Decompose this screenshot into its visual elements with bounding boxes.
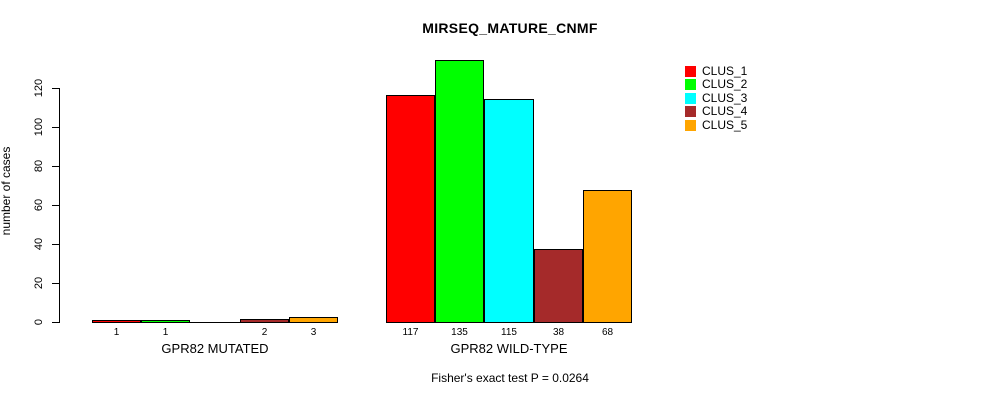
bar-value-label: 2 xyxy=(261,327,268,338)
bar-value-label: 1 xyxy=(162,327,169,338)
y-tick xyxy=(52,322,59,323)
y-tick xyxy=(52,205,59,206)
y-tick xyxy=(52,244,59,245)
legend-label: CLUS_4 xyxy=(702,104,748,118)
bar-zero-CLUS_3 xyxy=(190,322,240,323)
bar-CLUS_4 xyxy=(240,319,289,323)
legend-label: CLUS_2 xyxy=(702,77,748,91)
bar-value-label: 68 xyxy=(601,327,614,338)
bar-CLUS_3 xyxy=(484,99,534,323)
bar-value-label: 38 xyxy=(552,327,565,338)
y-tick-label: 40 xyxy=(33,237,45,251)
annotation-text: Fisher's exact test P = 0.0264 xyxy=(431,371,589,385)
group-label: GPR82 MUTATED xyxy=(161,341,269,356)
legend-swatch-CLUS_4 xyxy=(685,106,696,117)
y-tick xyxy=(52,166,59,167)
bar-value-label: 1 xyxy=(113,327,120,338)
chart-title: MIRSEQ_MATURE_CNMF xyxy=(422,20,598,36)
y-tick-label: 100 xyxy=(33,117,45,137)
y-tick-label: 60 xyxy=(33,198,45,212)
y-tick xyxy=(52,127,59,128)
legend-label: CLUS_1 xyxy=(702,64,748,78)
bar-CLUS_1 xyxy=(386,95,435,323)
bar-CLUS_4 xyxy=(534,249,583,323)
bar-CLUS_1 xyxy=(92,320,141,323)
y-tick xyxy=(52,283,59,284)
group-label: GPR82 WILD-TYPE xyxy=(450,341,568,356)
bar-CLUS_5 xyxy=(289,317,338,323)
y-tick xyxy=(52,88,59,89)
bar-value-label: 135 xyxy=(451,327,468,338)
legend-swatch-CLUS_2 xyxy=(685,79,696,90)
legend-label: CLUS_5 xyxy=(702,118,748,132)
legend-swatch-CLUS_5 xyxy=(685,120,696,131)
bar-value-label: 117 xyxy=(402,327,419,338)
y-tick-label: 80 xyxy=(33,159,45,173)
legend-swatch-CLUS_3 xyxy=(685,93,696,104)
bar-CLUS_2 xyxy=(141,320,190,323)
bar-CLUS_5 xyxy=(583,190,632,323)
y-tick-label: 0 xyxy=(33,318,45,326)
bar-value-label: 3 xyxy=(310,327,317,338)
y-axis-line xyxy=(59,88,60,323)
y-tick-label: 120 xyxy=(33,78,45,98)
bar-value-label: 115 xyxy=(501,327,517,338)
y-tick-label: 20 xyxy=(33,276,45,290)
y-axis-label: number of cases xyxy=(0,146,13,236)
legend-swatch-CLUS_1 xyxy=(685,66,696,77)
legend-label: CLUS_3 xyxy=(702,91,748,105)
bar-CLUS_2 xyxy=(435,60,484,323)
